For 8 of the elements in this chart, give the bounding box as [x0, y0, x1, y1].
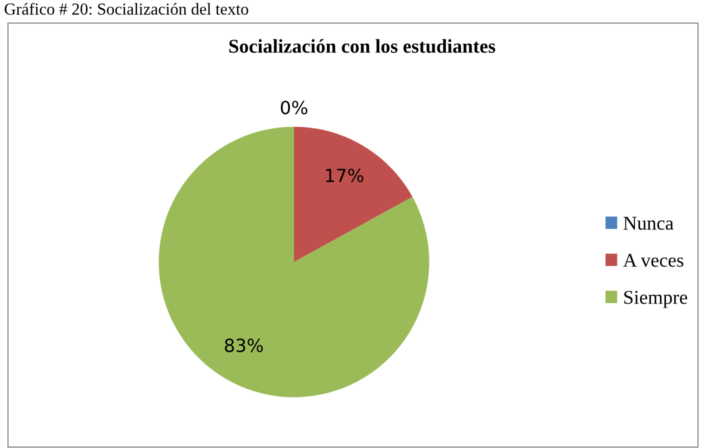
- chart-title: Socialización con los estudiantes: [229, 39, 496, 53]
- legend-label: Siempre: [624, 290, 688, 308]
- legend-label: Nunca: [624, 216, 674, 230]
- text: 0%: [280, 100, 308, 114]
- data-label: 83%: [224, 338, 263, 352]
- text: Gráfico # 20: Socialización del texto: [4, 2, 248, 15]
- data-label: 17%: [326, 168, 364, 182]
- legend-label: A veces: [623, 254, 684, 267]
